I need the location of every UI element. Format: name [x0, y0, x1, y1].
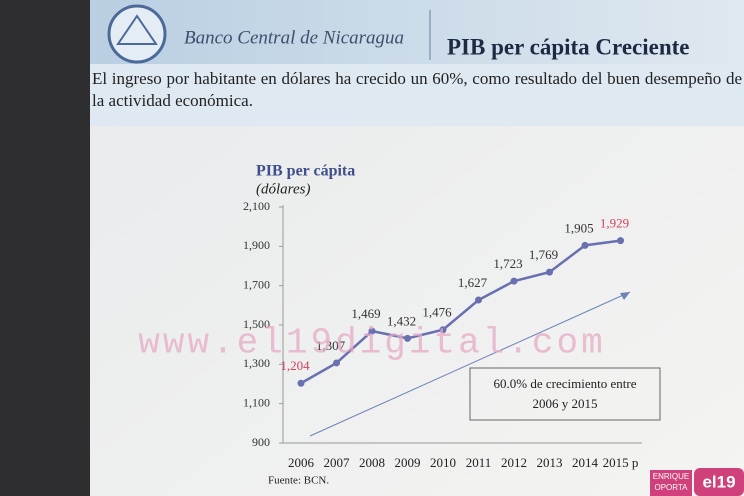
x-tick-label: 2009: [395, 455, 421, 470]
subtitle-box: El ingreso por habitante en dólares ha c…: [92, 69, 742, 110]
x-tick-label: 2007: [324, 455, 351, 470]
point: [368, 327, 376, 335]
x-tick-label: 2006: [288, 455, 315, 470]
credit: OPORTA: [654, 483, 688, 492]
slide-title: PIB per cápita Creciente: [447, 34, 690, 59]
x-tick-label: 2012: [501, 455, 527, 470]
y-tick-label: 900: [252, 435, 270, 449]
y-tick-label: 2,100: [243, 199, 270, 213]
brand-box: [694, 468, 744, 496]
data-label: 1,723: [493, 256, 522, 271]
credit: ENRIQUE: [653, 472, 689, 481]
line: [300, 239, 621, 385]
y-tick-label: 1,100: [243, 395, 270, 409]
point: [404, 334, 411, 342]
data-label: 1,769: [529, 247, 558, 262]
header-band: [90, 0, 744, 64]
point: [546, 268, 553, 276]
data-label: 1,929: [600, 216, 629, 231]
chart-title: PIB per cápita: [256, 163, 355, 180]
point: [617, 237, 624, 245]
x-tick-label: 2008: [359, 455, 385, 470]
brand: el19: [702, 472, 735, 491]
annotation: 60.0% de crecimiento entre: [494, 376, 637, 391]
subtitle-band: [90, 64, 744, 126]
point: [475, 296, 482, 304]
logo-triangle: [116, 14, 158, 45]
annotation-box: [469, 367, 661, 421]
x-tick-label: 2014: [572, 455, 599, 470]
y-tick-label: 1,500: [243, 317, 270, 331]
annotation: 2006 y 2015: [533, 396, 598, 411]
logo: [107, 4, 167, 64]
chart-subtitle: (dólares): [256, 181, 310, 197]
y-tick-label: 1,300: [243, 356, 270, 370]
y-tick-label: 1,900: [243, 238, 270, 252]
slide-subtitle: El ingreso por habitante en dólares ha c…: [92, 69, 742, 110]
x-tick-label: 2013: [537, 455, 563, 470]
x-tick-label: 2010: [430, 455, 456, 470]
y-tick-label: 1,700: [243, 277, 270, 291]
data-label: 1,204: [280, 358, 310, 373]
source: Fuente: BCN.: [268, 475, 329, 487]
point: [439, 326, 447, 334]
institution: Banco Central de Nicaragua: [184, 27, 404, 48]
data-label: 1,905: [564, 220, 593, 235]
trend-arrow: [309, 291, 631, 437]
point: [297, 379, 305, 387]
data-label: 1,307: [316, 338, 346, 353]
watermark: www.el19digital.com: [138, 323, 605, 364]
x-tick-label: 2015 p: [603, 455, 639, 470]
data-label: 1,469: [351, 306, 380, 321]
trend-arrow-head: [620, 292, 630, 300]
data-label: 1,627: [458, 275, 488, 290]
point: [333, 359, 340, 367]
credit-box: [650, 470, 692, 496]
data-label: 1,476: [422, 305, 452, 320]
point: [510, 277, 518, 285]
point: [581, 241, 589, 249]
data-label: 1,432: [387, 313, 416, 328]
x-tick-label: 2011: [466, 455, 492, 470]
